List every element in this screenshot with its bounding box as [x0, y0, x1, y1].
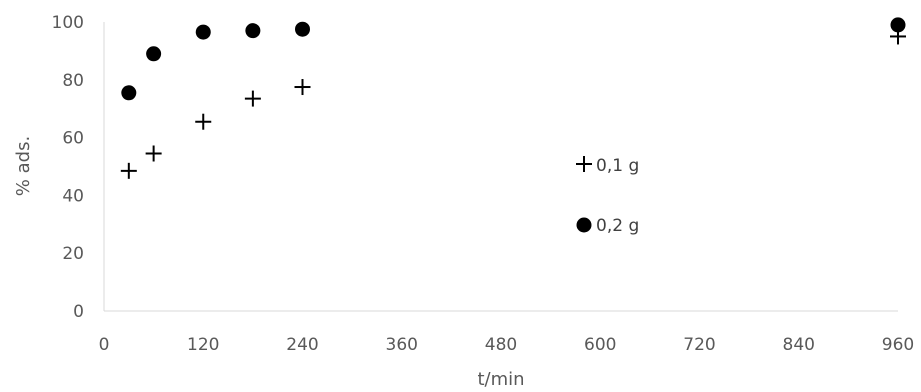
- data-point-plus: [244, 90, 261, 107]
- x-tick-labels: 0 120 240 360 480 600 720 840 960: [99, 335, 915, 355]
- legend-marker-plus: [576, 156, 592, 172]
- legend: 0,1 g 0,2 g: [576, 156, 639, 236]
- legend-label-0-1g: 0,1 g: [596, 156, 639, 176]
- y-tick-labels: 0 20 40 60 80 100: [52, 13, 84, 322]
- data-point-circle: [295, 21, 310, 37]
- data-points: [120, 17, 906, 179]
- legend-plus-marker: [576, 156, 592, 172]
- legend-marker-circle: [576, 217, 592, 233]
- x-axis-title: t/min: [477, 369, 524, 390]
- legend-item-0-1g: 0,1 g: [576, 156, 639, 176]
- data-point-plus: [120, 162, 137, 179]
- y-tick-label: 0: [73, 302, 84, 322]
- x-tick-label: 360: [386, 335, 418, 355]
- legend-item-0-2g: 0,2 g: [576, 216, 639, 236]
- x-tick-label: 240: [286, 335, 318, 355]
- y-tick-label: 20: [62, 244, 84, 264]
- legend-circle-marker: [576, 217, 592, 233]
- data-point-circle: [195, 24, 211, 40]
- y-tick-label: 40: [62, 186, 84, 206]
- x-tick-label: 960: [882, 335, 914, 355]
- data-point-circle: [121, 85, 137, 101]
- x-tick-label: 720: [683, 335, 715, 355]
- data-point-circle: [146, 46, 162, 62]
- y-tick-label: 100: [52, 13, 84, 33]
- y-tick-label: 60: [62, 129, 84, 149]
- x-tick-label: 0: [99, 335, 110, 355]
- x-tick-label: 120: [187, 335, 219, 355]
- x-tick-label: 600: [584, 335, 616, 355]
- x-tick-label: 840: [783, 335, 815, 355]
- y-tick-label: 80: [62, 71, 84, 91]
- data-point-circle: [245, 23, 261, 39]
- legend-label-0-2g: 0,2 g: [596, 216, 639, 236]
- data-point-plus: [294, 79, 311, 96]
- data-point-plus: [145, 145, 162, 162]
- data-point-circle: [890, 17, 906, 33]
- x-tick-label: 480: [485, 335, 517, 355]
- data-point-plus: [195, 113, 212, 130]
- y-axis-title: % ads.: [13, 136, 34, 196]
